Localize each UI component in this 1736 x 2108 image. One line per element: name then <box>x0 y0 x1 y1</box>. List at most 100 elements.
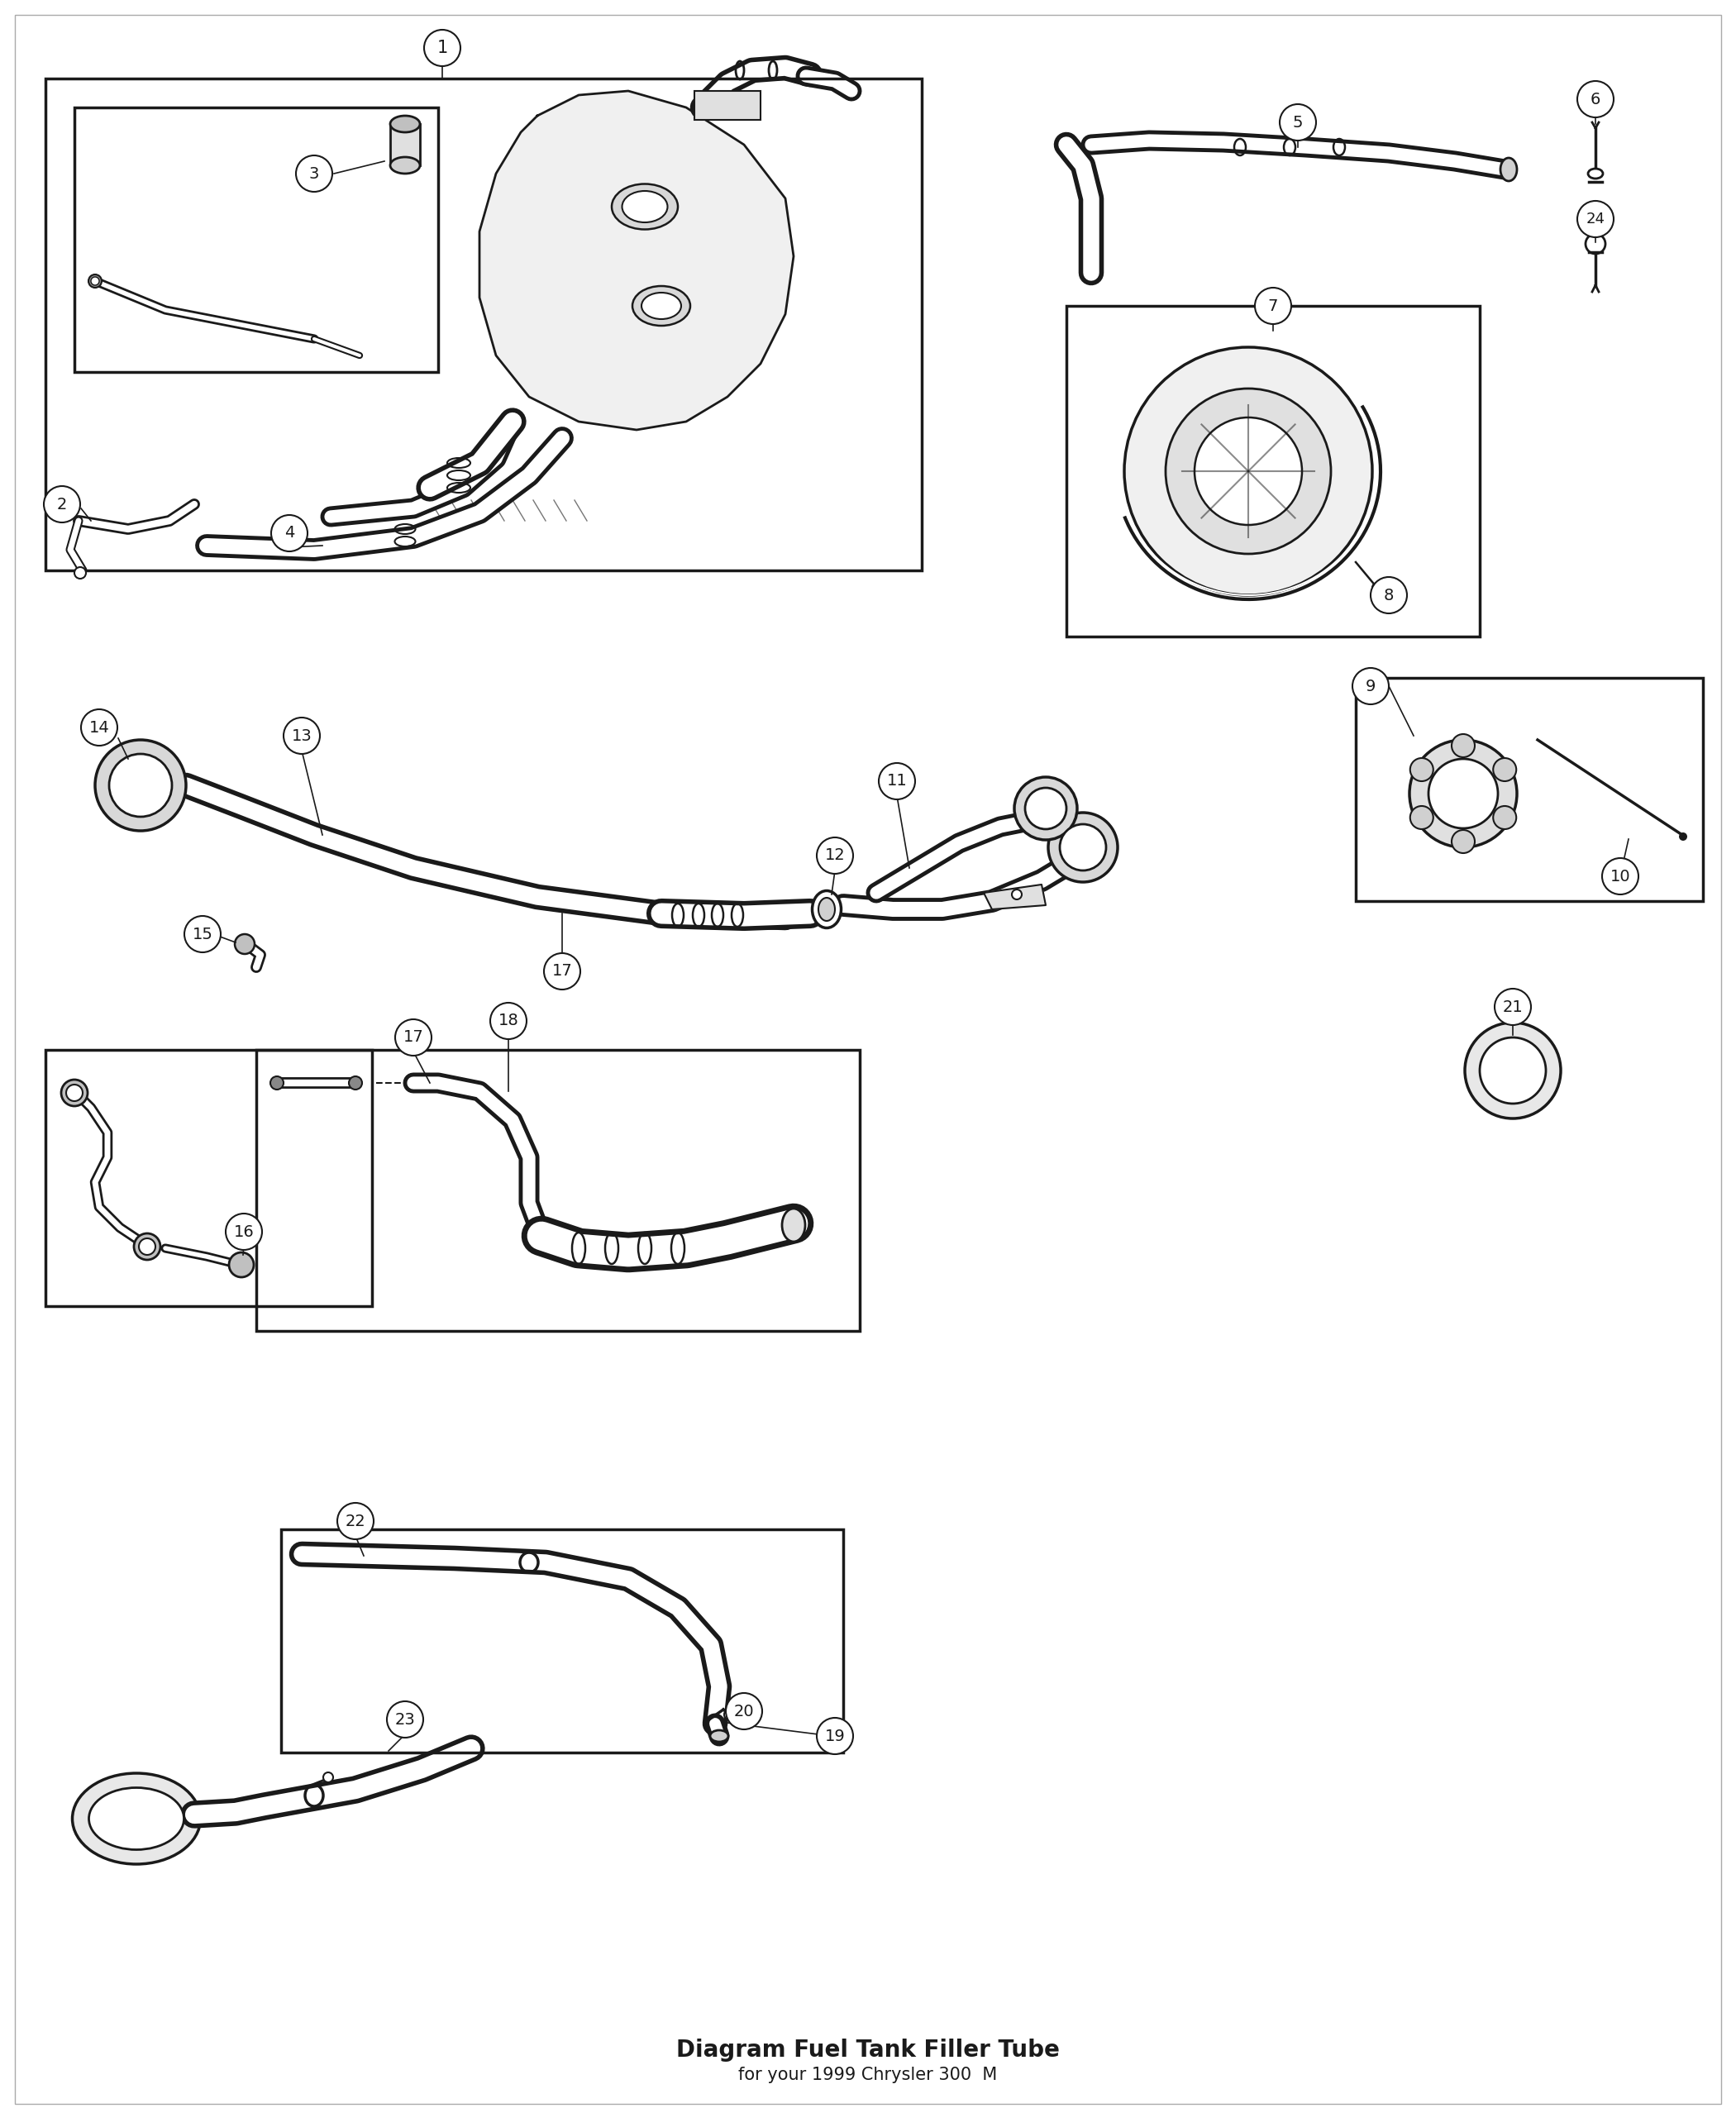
Ellipse shape <box>89 1788 184 1849</box>
Circle shape <box>90 276 99 285</box>
Ellipse shape <box>611 183 677 230</box>
Text: 20: 20 <box>734 1703 753 1718</box>
Ellipse shape <box>1500 158 1517 181</box>
Circle shape <box>1255 287 1292 325</box>
Text: 11: 11 <box>887 774 908 788</box>
Circle shape <box>724 1710 734 1720</box>
Circle shape <box>424 30 460 65</box>
Circle shape <box>1479 1037 1545 1105</box>
Text: 9: 9 <box>1366 679 1375 694</box>
Text: 23: 23 <box>394 1712 415 1726</box>
Circle shape <box>543 953 580 989</box>
Circle shape <box>878 763 915 799</box>
Ellipse shape <box>642 293 681 318</box>
Circle shape <box>1410 740 1517 847</box>
Circle shape <box>1493 805 1516 828</box>
Text: 24: 24 <box>1587 211 1606 226</box>
Circle shape <box>1371 578 1406 613</box>
Circle shape <box>1451 734 1476 757</box>
Text: 13: 13 <box>292 727 312 744</box>
Circle shape <box>387 1701 424 1737</box>
Text: 21: 21 <box>1503 999 1522 1014</box>
Ellipse shape <box>1588 169 1602 179</box>
Ellipse shape <box>391 158 420 173</box>
Circle shape <box>271 1077 283 1090</box>
Circle shape <box>1451 831 1476 854</box>
Circle shape <box>109 755 172 816</box>
Circle shape <box>61 1079 87 1107</box>
Circle shape <box>1679 833 1687 841</box>
Circle shape <box>1578 200 1614 238</box>
Ellipse shape <box>812 892 842 928</box>
Circle shape <box>1012 890 1023 900</box>
Polygon shape <box>479 91 793 430</box>
Bar <box>75 108 437 371</box>
Ellipse shape <box>710 1731 729 1741</box>
Circle shape <box>490 1003 526 1039</box>
Circle shape <box>1465 1022 1561 1119</box>
Bar <box>1356 679 1703 900</box>
Ellipse shape <box>73 1773 200 1863</box>
Text: 8: 8 <box>1384 588 1394 603</box>
Text: 4: 4 <box>285 525 295 542</box>
Circle shape <box>229 1252 253 1277</box>
Circle shape <box>726 1693 762 1729</box>
Text: 17: 17 <box>403 1029 424 1046</box>
Circle shape <box>1602 858 1639 894</box>
Text: 18: 18 <box>498 1014 519 1029</box>
Circle shape <box>337 1503 373 1539</box>
Text: 3: 3 <box>309 167 319 181</box>
Circle shape <box>283 717 319 755</box>
Circle shape <box>134 1233 160 1261</box>
Bar <box>45 78 922 571</box>
Circle shape <box>1578 80 1614 118</box>
Ellipse shape <box>391 116 420 133</box>
Polygon shape <box>984 885 1045 909</box>
Circle shape <box>82 708 118 746</box>
Ellipse shape <box>621 192 668 221</box>
Ellipse shape <box>781 1208 806 1242</box>
Circle shape <box>1125 348 1371 594</box>
Circle shape <box>323 1773 333 1781</box>
Text: 15: 15 <box>193 925 214 942</box>
Text: 12: 12 <box>825 847 845 864</box>
Text: 14: 14 <box>89 719 109 736</box>
Circle shape <box>1059 824 1106 871</box>
Circle shape <box>95 740 186 831</box>
Circle shape <box>139 1237 156 1254</box>
Text: for your 1999 Chrysler 300  M: for your 1999 Chrysler 300 M <box>738 2066 998 2083</box>
Text: 2: 2 <box>57 495 68 512</box>
Circle shape <box>295 156 332 192</box>
Circle shape <box>66 1086 83 1100</box>
Text: 6: 6 <box>1590 91 1601 108</box>
Bar <box>694 91 760 120</box>
Circle shape <box>1585 234 1606 253</box>
Bar <box>391 124 420 164</box>
Circle shape <box>1014 778 1076 839</box>
Circle shape <box>816 1718 852 1754</box>
Text: Diagram Fuel Tank Filler Tube: Diagram Fuel Tank Filler Tube <box>677 2038 1059 2062</box>
Text: 5: 5 <box>1293 114 1304 131</box>
Circle shape <box>396 1020 432 1056</box>
Circle shape <box>1352 668 1389 704</box>
Circle shape <box>184 917 220 953</box>
Circle shape <box>89 274 102 287</box>
Circle shape <box>816 837 852 875</box>
Text: 17: 17 <box>552 963 573 980</box>
Text: 10: 10 <box>1609 868 1630 883</box>
Text: 1: 1 <box>437 40 448 57</box>
Circle shape <box>1410 759 1434 782</box>
Circle shape <box>43 487 80 523</box>
Circle shape <box>1194 417 1302 525</box>
Ellipse shape <box>818 898 835 921</box>
Circle shape <box>349 1077 363 1090</box>
Text: 22: 22 <box>345 1514 366 1528</box>
Circle shape <box>1279 103 1316 141</box>
Bar <box>257 1050 859 1330</box>
Bar <box>281 1528 844 1752</box>
Circle shape <box>1371 582 1382 592</box>
Circle shape <box>1024 788 1066 828</box>
Text: 19: 19 <box>825 1729 845 1743</box>
Circle shape <box>1049 812 1118 881</box>
Circle shape <box>271 514 307 552</box>
